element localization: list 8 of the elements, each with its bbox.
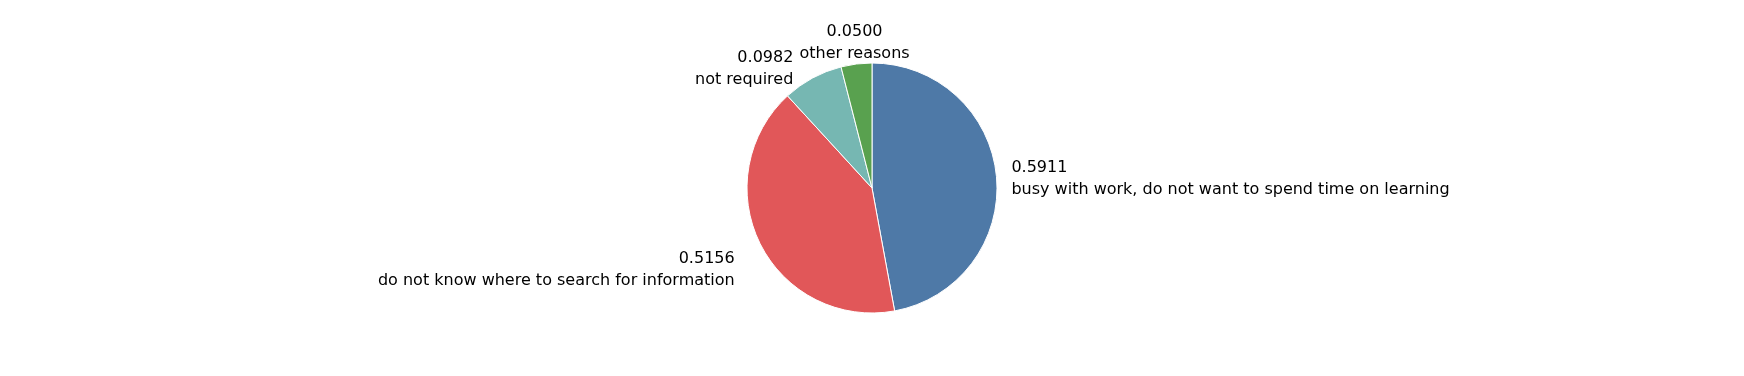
slice-label: other reasons <box>799 43 910 63</box>
slice-label: do not know where to search for information <box>377 270 735 290</box>
data-label: 0.0982 <box>737 46 794 66</box>
slice-label: busy with work, do not want to spend time on learning <box>1011 179 1450 199</box>
data-label: 0.5911 <box>1011 157 1068 177</box>
slice-label: not required <box>695 68 794 88</box>
data-label: 0.5156 <box>678 248 735 268</box>
data-label: 0.0500 <box>826 21 883 41</box>
